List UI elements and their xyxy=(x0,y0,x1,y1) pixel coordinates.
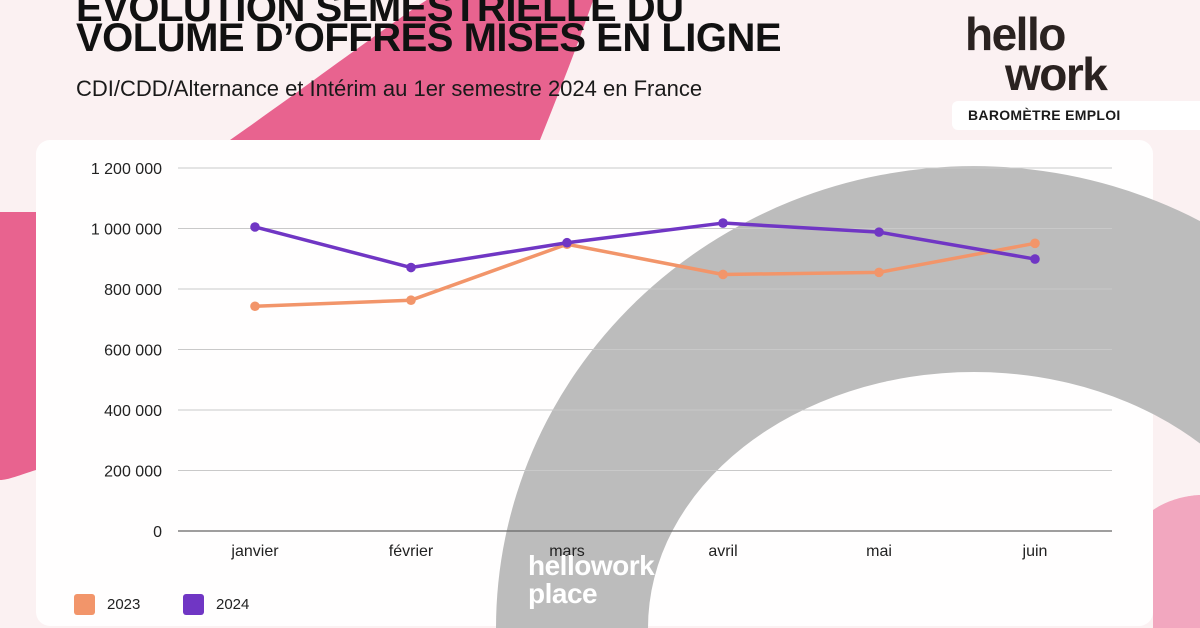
x-tick-label: avril xyxy=(708,543,737,560)
y-tick-label: 1 200 000 xyxy=(91,161,162,178)
data-point-2024 xyxy=(250,222,260,232)
gray-arc-decoration xyxy=(496,166,1200,628)
y-tick-label: 200 000 xyxy=(104,464,162,481)
series-line-2024 xyxy=(253,221,1037,270)
y-tick-label: 800 000 xyxy=(104,282,162,299)
logo-line1: hello xyxy=(965,8,1066,60)
x-tick-label: mars xyxy=(549,543,585,560)
pink-arc-left xyxy=(0,212,36,480)
x-tick-label: février xyxy=(389,543,434,560)
series-line-2023 xyxy=(253,241,1037,308)
pink-arc-top xyxy=(230,0,594,140)
legend-swatch-2023 xyxy=(74,593,95,615)
watermark-line1: hellowork xyxy=(528,550,655,581)
watermark-line2: place xyxy=(528,578,598,609)
legend-label-2023: 2023 xyxy=(107,595,141,613)
logo-line2: work xyxy=(1005,48,1108,100)
data-point-2024 xyxy=(562,237,572,248)
y-tick-label: 0 xyxy=(153,524,162,541)
page-title-line1: Évolution semestrielle du xyxy=(76,0,684,30)
hellowork-place-watermark: hellowork place xyxy=(528,550,655,609)
data-point-2023 xyxy=(250,301,260,312)
legend-swatch-2024 xyxy=(183,593,204,615)
barometre-tag: BAROMÈTRE EMPLOI xyxy=(952,101,1200,130)
pink-arc-right xyxy=(1153,495,1200,628)
x-tick-label: mai xyxy=(866,543,892,560)
y-tick-label: 600 000 xyxy=(104,343,162,360)
data-point-2023 xyxy=(1030,238,1040,249)
data-point-2024 xyxy=(1030,254,1040,264)
data-point-2023 xyxy=(874,267,884,278)
x-tick-label: juin xyxy=(1022,543,1048,560)
legend-item-2023: 2023 xyxy=(74,592,140,616)
y-tick-label: 1 000 000 xyxy=(91,222,162,239)
legend-label-2024: 2024 xyxy=(216,595,250,613)
page-title: VOLUME D’OFFRES MISES EN LIGNE xyxy=(76,16,782,60)
data-point-2024 xyxy=(718,218,728,228)
legend-item-2024: 2024 xyxy=(183,592,249,616)
data-point-2023 xyxy=(406,295,416,305)
data-point-2024 xyxy=(406,262,416,273)
hellowork-logo: hello work xyxy=(965,11,1108,100)
data-point-2023 xyxy=(718,269,728,280)
x-tick-label: janvier xyxy=(230,543,279,560)
y-tick-label: 400 000 xyxy=(104,403,162,420)
page-subtitle: CDI/CDD/Alternance et Intérim au 1er sem… xyxy=(76,76,703,101)
data-point-2024 xyxy=(874,227,884,237)
